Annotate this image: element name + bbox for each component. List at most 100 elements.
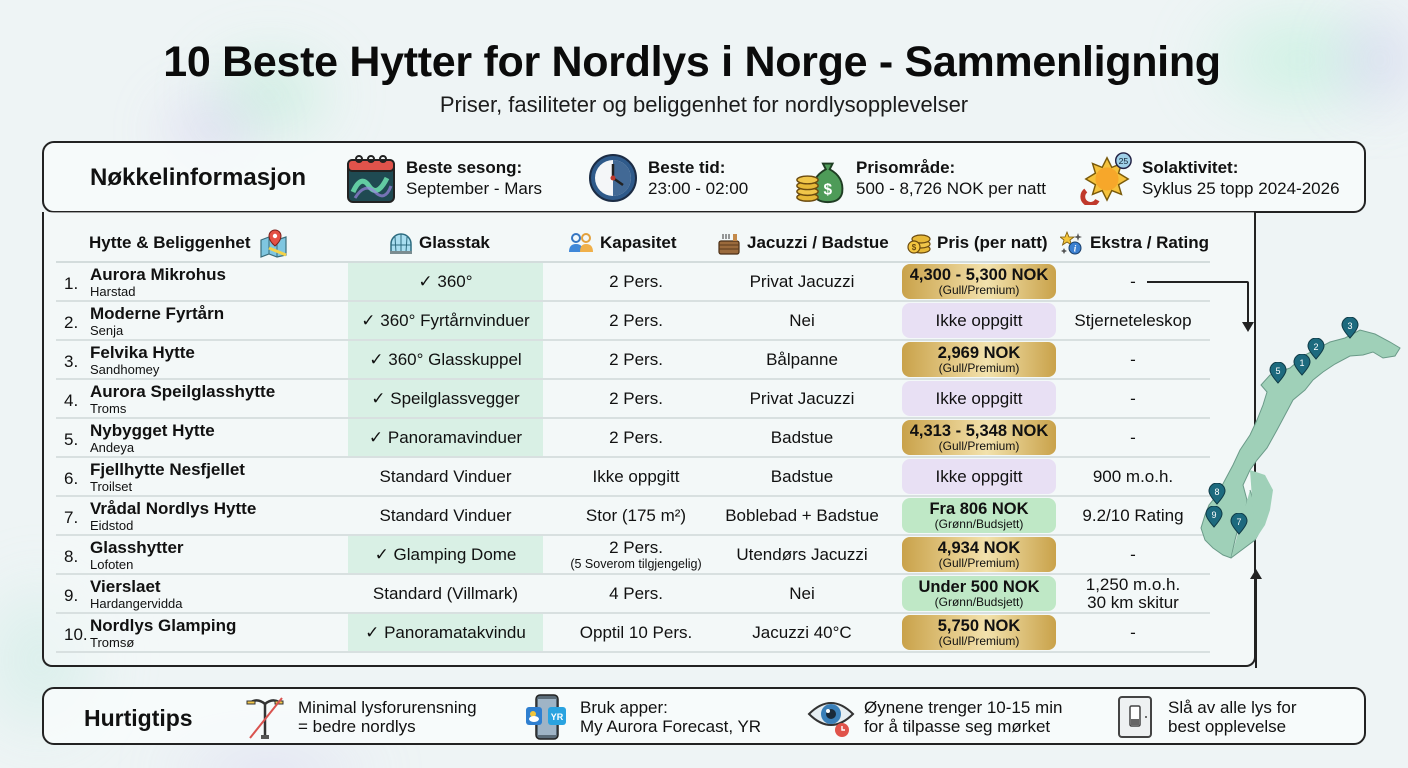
clock-icon	[586, 151, 640, 205]
key-info-solar: 25 Solaktivitet: Syklus 25 topp 2024-202…	[1080, 151, 1340, 205]
tip-eyes: Øynene trenger 10-15 min for å tilpasse …	[806, 693, 1062, 741]
table-row[interactable]: 3. Felvika Hytte Sandhomey ✓ 360° Glassk…	[56, 341, 1210, 380]
tip-line: Bruk apper:	[580, 698, 668, 717]
table-row[interactable]: 6. Fjellhytte Nesfjellet Troilset Standa…	[56, 458, 1210, 497]
stars-info-icon: i	[1060, 231, 1084, 255]
key-info-label: Solaktivitet:	[1142, 157, 1239, 177]
price-cell: 2,969 NOK (Gull/Premium)	[902, 341, 1056, 378]
svg-text:8: 8	[1214, 487, 1219, 497]
key-info-value: 23:00 - 02:00	[648, 178, 749, 198]
key-info-label: Prisområde:	[856, 157, 956, 177]
table-row[interactable]: 10. Nordlys Glamping Tromsø ✓ Panoramata…	[56, 614, 1210, 653]
glass-roof-cell: Standard Vinduer	[379, 505, 512, 525]
cabin-location: Eidstod	[90, 518, 134, 533]
jacuzzi-cell: Jacuzzi 40°C	[752, 622, 852, 642]
price-badge: 4,313 - 5,348 NOK (Gull/Premium)	[902, 420, 1056, 455]
row-number: 9.	[64, 586, 79, 605]
table-row[interactable]: 7. Vrådal Nordlys Hytte Eidstod Standard…	[56, 497, 1210, 536]
svg-text:1: 1	[1299, 358, 1304, 368]
cabin-location: Tromsø	[90, 635, 135, 650]
glass-roof-cell: ✓ Speilglassvegger	[371, 388, 520, 408]
glass-roof-cell: Standard (Villmark)	[372, 583, 519, 603]
map-marker-5[interactable]: 5	[1269, 361, 1287, 384]
cabin-location: Troms	[90, 401, 127, 416]
extra-cell: 900 m.o.h.	[1092, 466, 1174, 486]
capacity-cell: 4 Pers.	[609, 583, 663, 603]
column-header-capacity: Kapasitet	[568, 230, 677, 256]
cabin-location: Sandhomey	[90, 362, 160, 377]
price-cell: 4,313 - 5,348 NOK (Gull/Premium)	[902, 419, 1056, 456]
cabin-name: Moderne Fyrtårn	[90, 304, 225, 323]
cabin-location: Troilset	[90, 479, 133, 494]
tip-line: My Aurora Forecast, YR	[580, 717, 762, 736]
table-row[interactable]: 9. Vierslaet Hardangervidda Standard (Vi…	[56, 575, 1210, 614]
key-info-title: Nøkkelinformasjon	[90, 164, 307, 191]
phone-apps-icon: YR	[522, 693, 572, 741]
price-badge: Fra 806 NOK (Grønn/Budsjett)	[902, 498, 1056, 533]
column-header-price: $ Pris (per natt)	[907, 230, 1048, 256]
capacity-cell: 2 Pers.	[609, 271, 663, 291]
svg-text:3: 3	[1347, 321, 1352, 331]
tip-light-pollution: Minimal lysforurensning = bedre nordlys	[240, 693, 477, 741]
key-info-season: Beste sesong: September - Mars	[344, 151, 542, 205]
sun-magnet-icon: 25	[1080, 151, 1134, 205]
glass-roof-cell: ✓ 360°	[418, 271, 473, 291]
page-title: 10 Beste Hytter for Nordlys i Norge - Sa…	[163, 38, 1221, 86]
svg-text:2: 2	[1313, 342, 1318, 352]
connector-line-bottom	[1255, 578, 1257, 668]
map-marker-2[interactable]: 2	[1307, 337, 1325, 360]
key-info-price-range: $ Prisområde: 500 - 8,726 NOK per natt	[794, 151, 1046, 205]
price-badge: Ikke oppgitt	[902, 381, 1056, 416]
cabin-name: Aurora Speilglasshytte	[90, 382, 276, 401]
price-cell: Ikke oppgitt	[902, 458, 1056, 495]
key-info-label: Beste tid:	[648, 157, 726, 177]
capacity-cell: 2 Pers.	[609, 310, 663, 330]
map-marker-9[interactable]: 9	[1205, 505, 1223, 528]
map-marker-8[interactable]: 8	[1208, 482, 1226, 505]
svg-text:9: 9	[1211, 510, 1216, 520]
cabin-location: Lofoten	[90, 557, 134, 572]
map-marker-7[interactable]: 7	[1230, 512, 1248, 535]
capacity-cell: 2 Pers.	[609, 388, 663, 408]
svg-text:$: $	[912, 243, 917, 252]
price-badge: 2,969 NOK (Gull/Premium)	[902, 342, 1056, 377]
light-switch-icon	[1110, 693, 1160, 741]
extra-cell: -	[1130, 271, 1136, 291]
key-info-time: Beste tid: 23:00 - 02:00	[586, 151, 748, 205]
aurora-calendar-icon	[344, 151, 398, 205]
quick-tips-title: Hurtigtips	[84, 705, 193, 731]
jacuzzi-cell: Nei	[789, 583, 815, 603]
table-row[interactable]: 2. Moderne Fyrtårn Senja ✓ 360° Fyrtårnv…	[56, 302, 1210, 341]
tip-line: Minimal lysforurensning	[298, 698, 477, 717]
cabin-name: Nordlys Glamping	[90, 616, 237, 635]
row-number: 5.	[64, 430, 79, 449]
extra-cell: -	[1130, 349, 1136, 369]
crossed-streetlight-icon	[240, 693, 290, 741]
hot-tub-icon	[717, 231, 741, 255]
map-marker-1[interactable]: 1	[1293, 353, 1311, 376]
price-badge: 4,300 - 5,300 NOK (Gull/Premium)	[902, 264, 1056, 299]
glass-highlight-cell	[348, 263, 543, 302]
cabin-location: Harstad	[90, 284, 136, 299]
cabin-name: Nybygget Hytte	[90, 421, 215, 440]
table-row[interactable]: 8. Glasshytter Lofoten ✓ Glamping Dome 2…	[56, 536, 1210, 575]
capacity-cell: Stor (175 m²)	[585, 505, 687, 525]
map-marker-3[interactable]: 3	[1341, 316, 1359, 339]
table-row[interactable]: 5. Nybygget Hytte Andeya ✓ Panoramavindu…	[56, 419, 1210, 458]
tip-apps: YR Bruk apper: My Aurora Forecast, YR	[522, 693, 761, 741]
price-cell: 4,934 NOK (Gull/Premium)	[902, 536, 1056, 573]
price-badge: Under 500 NOK (Grønn/Budsjett)	[902, 576, 1056, 611]
cabin-name: Fjellhytte Nesfjellet	[90, 460, 245, 479]
table-row[interactable]: 4. Aurora Speilglasshytte Troms ✓ Speilg…	[56, 380, 1210, 419]
extra-cell: 1,250 m.o.h. 30 km skitur	[1085, 574, 1181, 612]
column-header-cabin: Hytte & Beliggenhet	[89, 229, 295, 258]
tip-line: Slå av alle lys for	[1168, 698, 1297, 717]
row-number: 1.	[64, 274, 79, 293]
svg-text:5: 5	[1275, 366, 1280, 376]
price-cell: 4,300 - 5,300 NOK (Gull/Premium)	[902, 263, 1056, 300]
key-info-value: September - Mars	[406, 178, 543, 198]
glass-roof-cell: ✓ 360° Fyrtårnvinduer	[361, 310, 530, 330]
connector-line-top	[1147, 281, 1247, 283]
table-row[interactable]: 1. Aurora Mikrohus Harstad ✓ 360° 2 Pers…	[56, 263, 1210, 302]
jacuzzi-cell: Utendørs Jacuzzi	[736, 544, 868, 564]
